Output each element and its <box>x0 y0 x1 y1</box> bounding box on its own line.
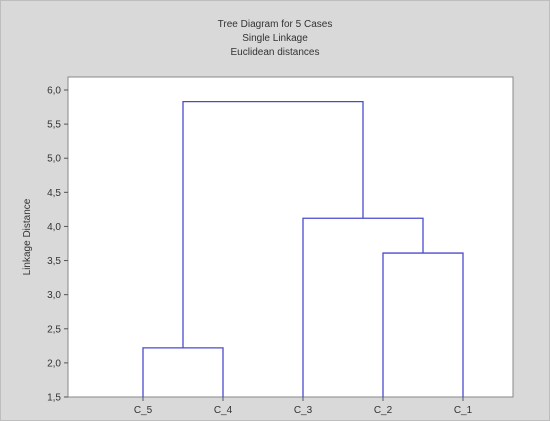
x-tick-label-c-3: C_3 <box>294 405 313 416</box>
plot-area <box>67 76 514 398</box>
y-tick-label: 4,0 <box>47 222 61 233</box>
y-tick-label: 2,0 <box>47 358 61 369</box>
dendrogram-link-3 <box>302 217 424 397</box>
x-tick-label-c-2: C_2 <box>374 405 393 416</box>
y-tick-label: 5,5 <box>47 120 61 131</box>
dendrogram-branches <box>142 100 464 397</box>
y-tick-label: 5,0 <box>47 154 61 165</box>
y-axis: 1,5 2,0 2,5 3,0 3,5 4,0 4,5 5,0 5,5 6,0 <box>47 86 68 404</box>
y-tick-label: 4,5 <box>47 188 61 199</box>
y-tick-label: 3,0 <box>47 290 61 301</box>
y-tick-label: 1,5 <box>47 393 61 404</box>
x-tick-label-c-5: C_5 <box>134 405 153 416</box>
y-axis-title: Linkage Distance <box>22 198 33 275</box>
y-tick-label: 3,5 <box>47 256 61 267</box>
x-tick-label-c-1: C_1 <box>454 405 473 416</box>
x-tick-label-c-4: C_4 <box>214 405 233 416</box>
chart-subtitle-distance: Euclidean distances <box>230 47 320 58</box>
chart-subtitle-linkage: Single Linkage <box>242 33 308 44</box>
x-axis: C_5 C_4 C_3 C_2 C_1 <box>134 397 473 416</box>
y-tick-label: 2,5 <box>47 324 61 335</box>
chart-title: Tree Diagram for 5 Cases <box>217 19 333 30</box>
y-tick-label: 6,0 <box>47 86 61 97</box>
chart-titles: Tree Diagram for 5 Cases Single Linkage … <box>0 18 550 60</box>
dendrogram-link-4 <box>182 100 364 348</box>
